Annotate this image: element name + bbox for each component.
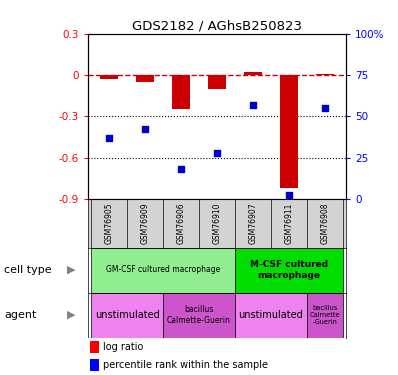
Text: agent: agent	[4, 310, 36, 320]
Text: bacillus
Calmette
-Guerin: bacillus Calmette -Guerin	[309, 305, 340, 325]
Bar	[172, 75, 190, 109]
Point	[106, 135, 112, 141]
Text: GSM76909: GSM76909	[140, 202, 150, 244]
Bar	[90, 341, 99, 353]
Text: M-CSF cultured
macrophage: M-CSF cultured macrophage	[250, 260, 328, 280]
Text: ▶: ▶	[67, 265, 76, 275]
Point	[178, 166, 184, 172]
Bar	[91, 248, 235, 292]
Point	[322, 105, 328, 111]
Bar	[235, 292, 307, 338]
Point	[250, 102, 256, 108]
Text: GSM76906: GSM76906	[176, 202, 185, 244]
Bar	[208, 75, 226, 89]
Text: GM-CSF cultured macrophage: GM-CSF cultured macrophage	[106, 266, 220, 274]
Bar	[136, 75, 154, 82]
Point	[214, 150, 220, 156]
Text: bacillus
Calmette-Guerin: bacillus Calmette-Guerin	[167, 305, 231, 325]
Text: percentile rank within the sample: percentile rank within the sample	[103, 360, 268, 370]
Text: GSM76911: GSM76911	[284, 202, 293, 244]
Bar	[316, 74, 334, 75]
Text: unstimulated: unstimulated	[95, 310, 160, 320]
Bar	[244, 72, 262, 75]
Bar	[163, 292, 235, 338]
Text: GSM76905: GSM76905	[105, 202, 113, 244]
Text: unstimulated: unstimulated	[238, 310, 303, 320]
Text: GSM76907: GSM76907	[248, 202, 258, 244]
Text: ▶: ▶	[67, 310, 76, 320]
Bar	[235, 248, 343, 292]
Bar	[90, 359, 99, 371]
Text: GSM76908: GSM76908	[320, 202, 329, 244]
Bar	[91, 292, 163, 338]
Bar	[100, 75, 118, 79]
Point	[286, 192, 292, 198]
Bar	[307, 292, 343, 338]
Text: cell type: cell type	[4, 265, 52, 275]
Point	[142, 126, 148, 132]
Text: GSM76910: GSM76910	[213, 202, 221, 244]
Text: log ratio: log ratio	[103, 342, 143, 352]
Title: GDS2182 / AGhsB250823: GDS2182 / AGhsB250823	[132, 20, 302, 33]
Bar	[280, 75, 298, 188]
